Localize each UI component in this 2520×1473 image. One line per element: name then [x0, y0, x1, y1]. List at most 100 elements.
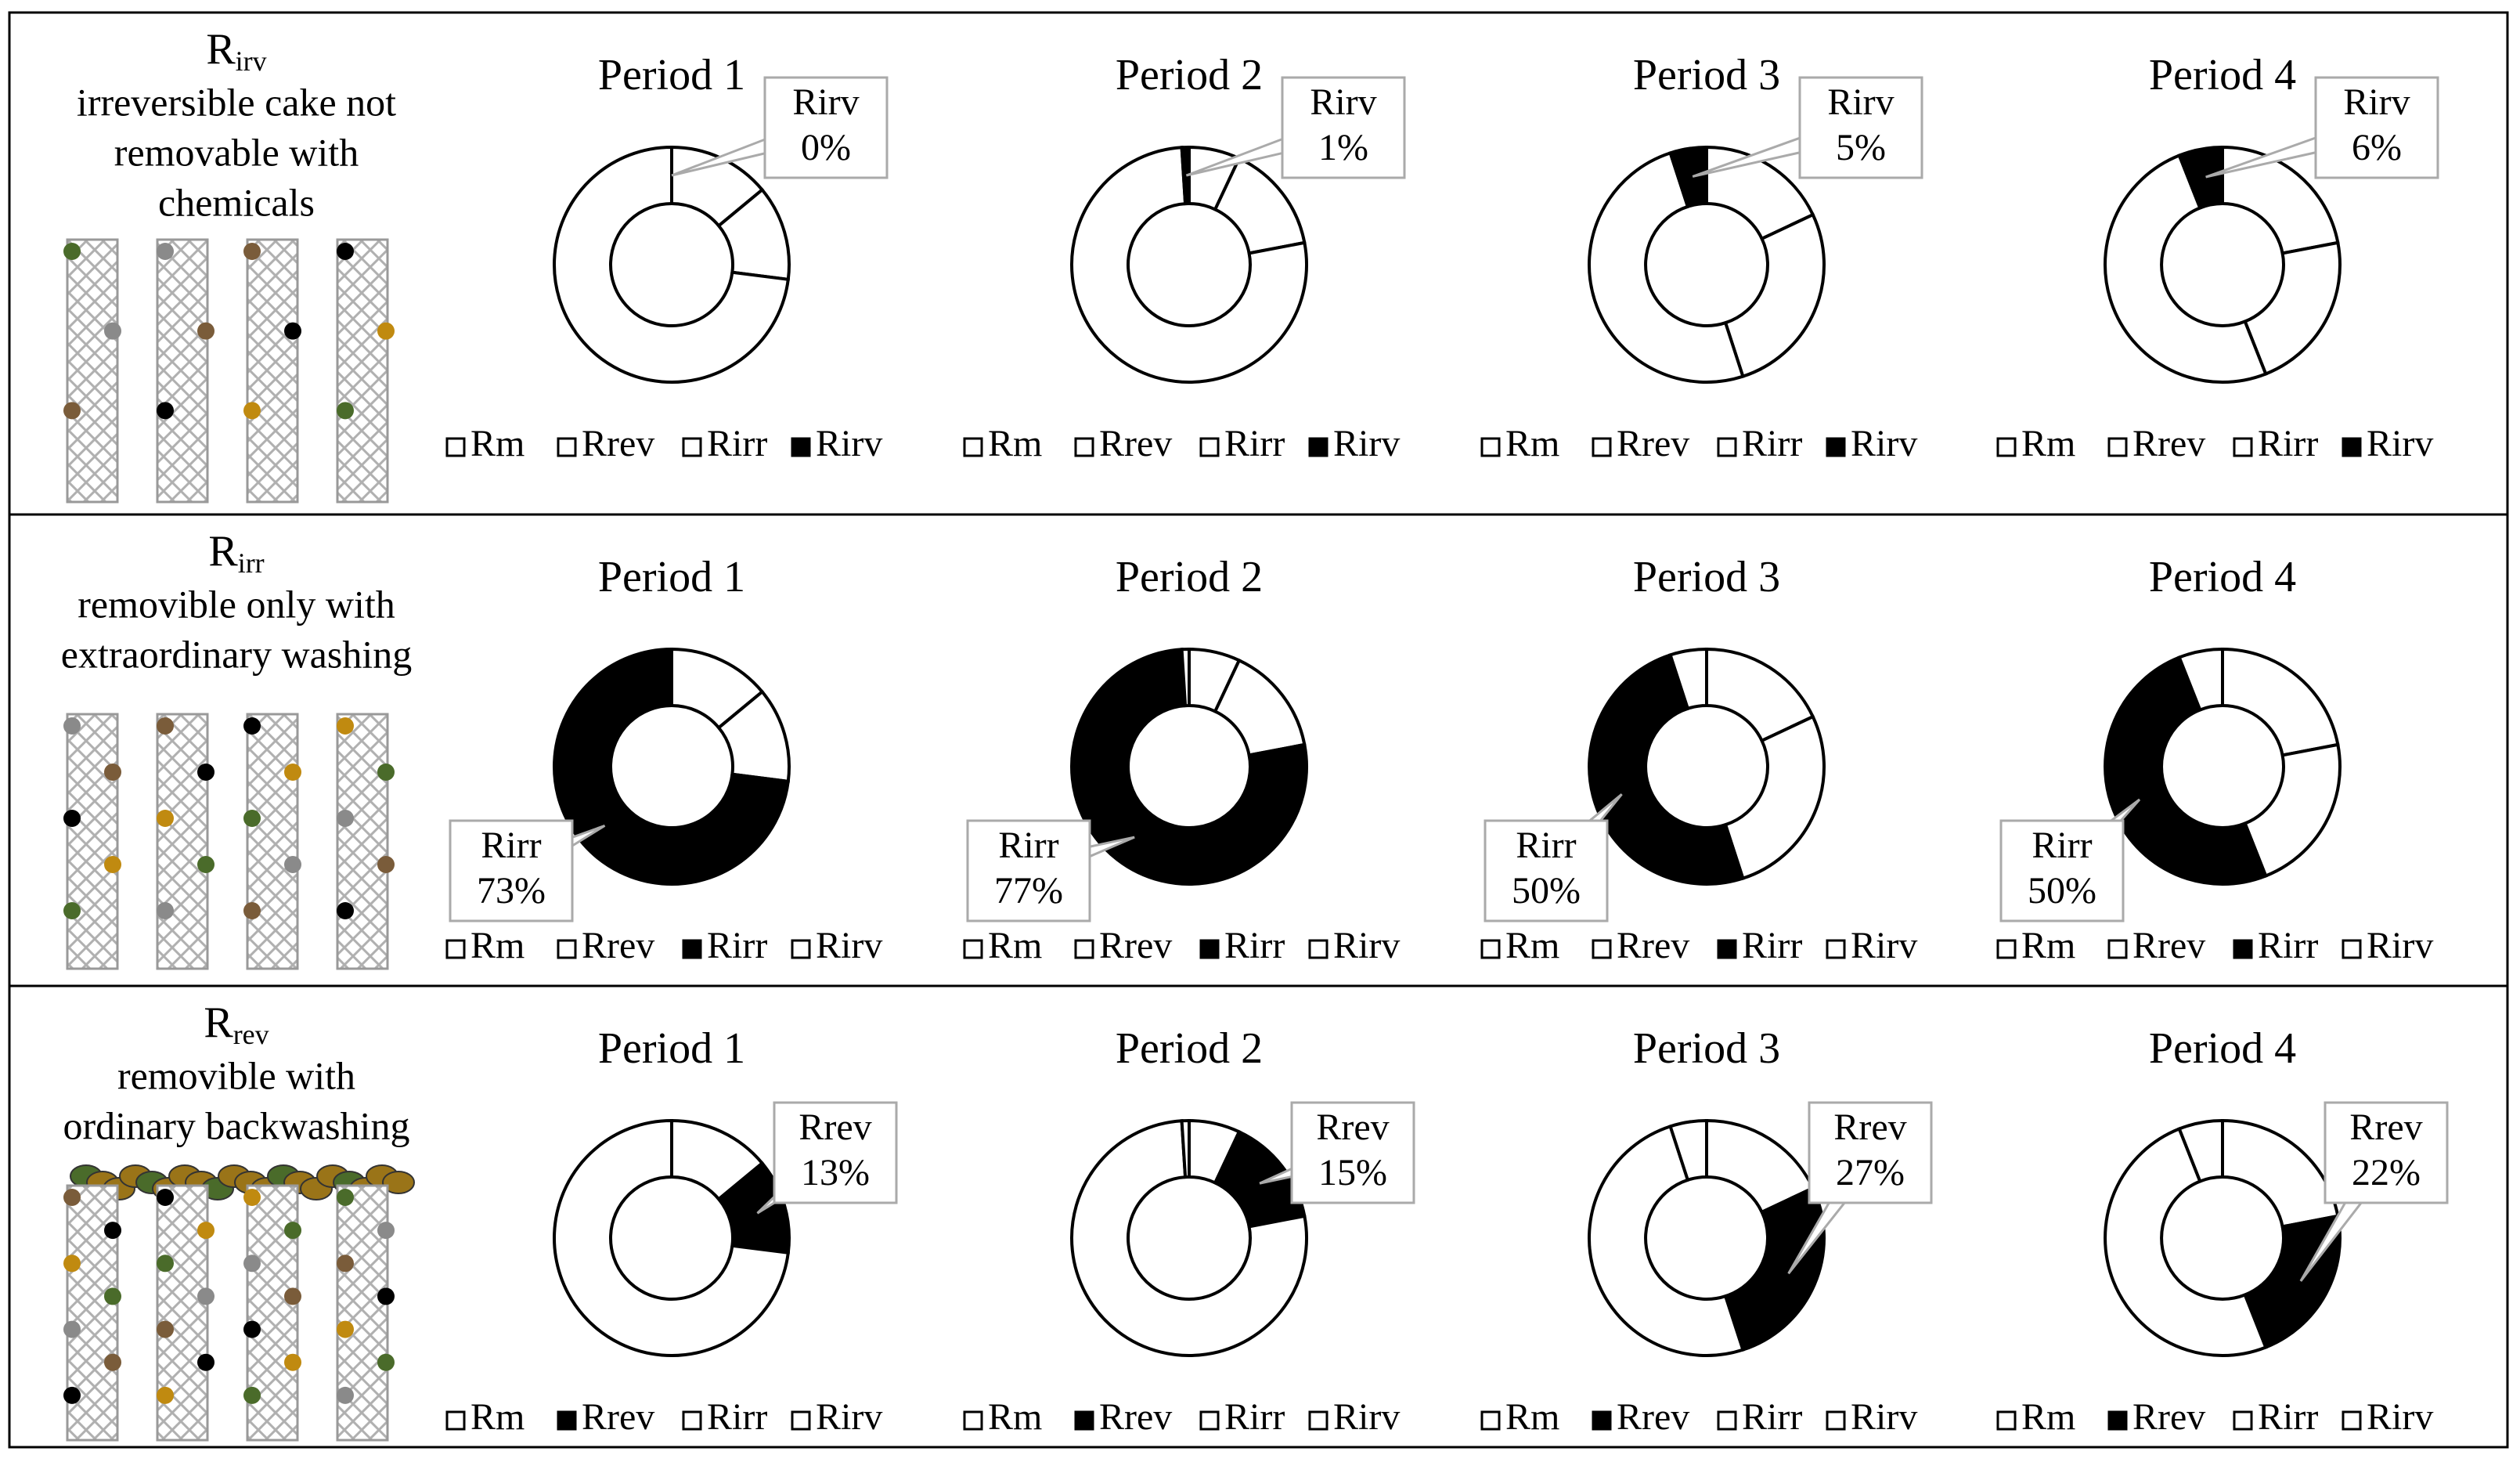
legend-swatch	[1592, 1410, 1612, 1431]
callout-value: 27%	[1836, 1152, 1905, 1193]
legend-swatch	[1308, 437, 1328, 457]
callout-category: Rrev	[1833, 1107, 1906, 1148]
chart-title: Period 2	[1116, 1024, 1263, 1073]
foulant-particle	[157, 717, 174, 735]
foulant-particle	[157, 1386, 174, 1404]
legend-label: Rirr	[1742, 925, 1802, 966]
legend-label: Rirr	[1742, 423, 1802, 464]
legend-label: Rirr	[1224, 423, 1285, 464]
legend-swatch	[791, 1410, 811, 1431]
foulant-particle	[157, 1255, 174, 1273]
subscript: rev	[233, 1019, 269, 1050]
legend-label: Rm	[988, 925, 1042, 966]
foulant-particle	[104, 764, 121, 781]
outer-border	[8, 11, 2509, 1449]
donut-segment	[1070, 146, 1308, 384]
donut-segment	[1723, 212, 1826, 379]
legend-label: Rrev	[1617, 1396, 1689, 1438]
legend-swatch	[2233, 939, 2253, 959]
legend-label: Rirv	[1333, 423, 1400, 464]
foulant-particle	[104, 1287, 121, 1305]
chart-title: Period 4	[2149, 553, 2296, 601]
legend-swatch	[2107, 1410, 2128, 1431]
donut-segment	[2221, 647, 2340, 757]
subscript: irr	[238, 547, 265, 579]
legend-swatch	[557, 1410, 577, 1431]
foulant-particle	[243, 402, 261, 420]
callout-box	[1281, 76, 1406, 179]
legend-swatch	[682, 437, 702, 457]
legend-swatch	[963, 437, 983, 457]
legend-swatch	[791, 939, 811, 959]
legend-label: Rm	[1505, 925, 1559, 966]
foulant-particle	[284, 764, 301, 781]
callout-value: 22%	[2352, 1152, 2421, 1193]
donut-segment	[2243, 1214, 2342, 1350]
callout-box	[763, 76, 889, 179]
foulant-particle	[197, 764, 215, 781]
donut-segment	[1180, 1118, 1191, 1179]
callout-category: Rirv	[1310, 81, 1376, 123]
row-description: ordinary backwashing	[63, 1103, 410, 1147]
foulant-particle	[337, 1255, 354, 1273]
callout-category: Rirv	[2343, 81, 2410, 123]
legend-label: Rm	[1505, 1396, 1559, 1438]
chart-title: Period 1	[598, 51, 745, 99]
foulant-particle	[63, 1386, 81, 1404]
callout-box	[1808, 1101, 1933, 1204]
legend-label: Rrev	[1099, 1396, 1172, 1438]
legend-label: Rm	[2021, 925, 2075, 966]
callout-box	[1798, 76, 1923, 179]
foulant-particle	[377, 856, 395, 873]
legend-swatch	[1199, 437, 1220, 457]
legend-label: Rirr	[1224, 1396, 1285, 1438]
foulant-particle	[243, 717, 261, 735]
legend-swatch	[1199, 1410, 1220, 1431]
membrane-fiber	[156, 238, 209, 504]
callout-category: Rirr	[998, 825, 1058, 866]
foulant-particle	[337, 717, 354, 735]
legend-label: Rrev	[1099, 925, 1172, 966]
legend-label: Rm	[988, 1396, 1042, 1438]
donut-segment	[2177, 1118, 2224, 1184]
membrane-fiber	[66, 238, 119, 504]
chart-title: Period 2	[1116, 51, 1263, 99]
legend-swatch	[1996, 939, 2017, 959]
legend-swatch	[2233, 1410, 2253, 1431]
chart-title: Period 4	[2149, 1024, 2296, 1073]
foulant-particle	[157, 1320, 174, 1338]
legend-swatch	[1480, 437, 1501, 457]
foulant-particle	[243, 810, 261, 827]
chart-title: Period 2	[1116, 553, 1263, 601]
legend-swatch	[1308, 1410, 1328, 1431]
symbol: R	[204, 998, 233, 1047]
legend-swatch	[445, 1410, 466, 1431]
legend-label: Rirv	[1851, 1396, 1917, 1438]
foulant-particle	[197, 1287, 215, 1305]
legend-swatch	[963, 1410, 983, 1431]
donut-segment	[2243, 742, 2342, 879]
foulant-particle	[284, 322, 301, 340]
foulant-particle	[157, 243, 174, 260]
legend-swatch	[1199, 939, 1220, 959]
legend-swatch	[1592, 437, 1612, 457]
legend-label: Rrev	[582, 423, 654, 464]
foulant-particle	[63, 1255, 81, 1273]
foulant-particle	[284, 1222, 301, 1240]
foulant-particle	[377, 322, 395, 340]
foulant-particle	[104, 1222, 121, 1240]
legend-swatch	[1717, 437, 1737, 457]
foulant-particle	[337, 1320, 354, 1338]
legend-swatch	[445, 437, 466, 457]
callout-value: 13%	[801, 1152, 870, 1193]
legend-swatch	[791, 437, 811, 457]
legend-swatch	[1826, 437, 1846, 457]
foulant-particle	[63, 1320, 81, 1338]
legend-label: Rrev	[1617, 423, 1689, 464]
legend-label: Rirv	[1851, 925, 1917, 966]
callout-box	[773, 1101, 898, 1204]
callout-box	[1999, 819, 2125, 922]
foulant-particle	[377, 1287, 395, 1305]
legend-label: Rirr	[707, 1396, 767, 1438]
foulant-particle	[63, 810, 81, 827]
